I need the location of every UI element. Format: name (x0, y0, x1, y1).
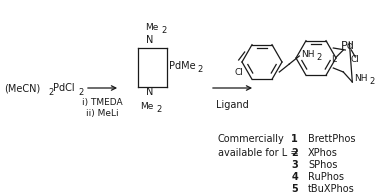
Text: Me: Me (140, 102, 153, 111)
Text: 2: 2 (197, 64, 202, 74)
Text: Me: Me (145, 23, 158, 32)
Text: Pd: Pd (340, 41, 354, 51)
Text: Cl: Cl (351, 55, 360, 64)
Text: (MeCN): (MeCN) (4, 83, 40, 93)
Text: 4: 4 (291, 172, 298, 182)
Text: 2: 2 (78, 87, 83, 96)
Text: RuPhos: RuPhos (308, 172, 344, 182)
Text: NH: NH (354, 74, 368, 83)
Text: Cl: Cl (234, 68, 243, 77)
Text: 2: 2 (161, 25, 166, 34)
Text: 3: 3 (291, 160, 298, 170)
Text: 2: 2 (291, 148, 298, 158)
Text: 2: 2 (48, 87, 53, 96)
Text: NH: NH (301, 50, 315, 58)
Text: 1: 1 (291, 134, 298, 144)
Text: 2: 2 (156, 104, 161, 113)
Text: PdMe: PdMe (169, 61, 196, 71)
Text: Ligand: Ligand (216, 100, 248, 110)
Text: 2: 2 (369, 76, 375, 85)
Text: Commercially: Commercially (218, 134, 285, 144)
Text: XPhos: XPhos (308, 148, 338, 158)
Text: BrettPhos: BrettPhos (308, 134, 356, 144)
Text: PdCl: PdCl (53, 83, 75, 93)
Text: N: N (146, 35, 154, 45)
Text: ii) MeLi: ii) MeLi (86, 109, 118, 118)
Text: tBuXPhos: tBuXPhos (308, 184, 355, 194)
Text: L: L (331, 55, 336, 64)
Text: SPhos: SPhos (308, 160, 337, 170)
Text: 2: 2 (316, 53, 322, 62)
Text: available for L =: available for L = (218, 148, 298, 158)
Text: i) TMEDA: i) TMEDA (82, 98, 122, 107)
Text: N: N (146, 87, 154, 97)
Text: 5: 5 (291, 184, 298, 194)
